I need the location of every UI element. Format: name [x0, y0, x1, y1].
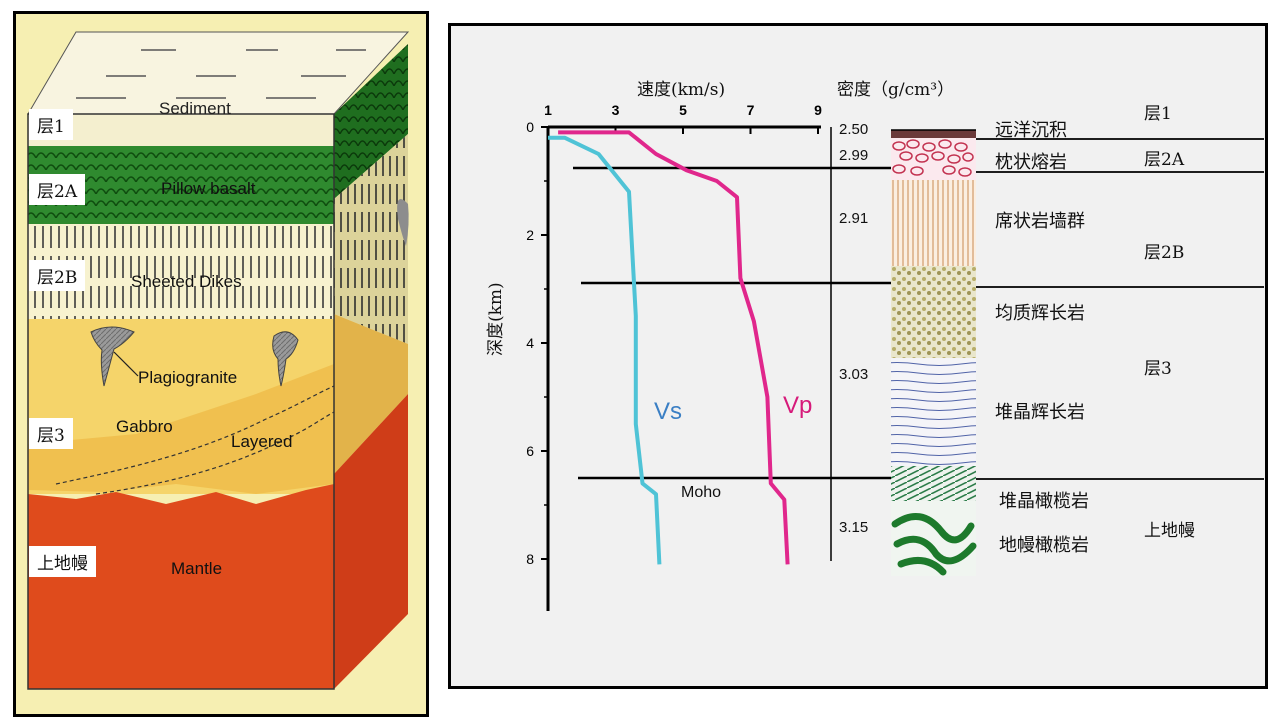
vp-label: Vp [783, 392, 813, 419]
y-tick-label: 0 [526, 119, 534, 135]
rock-layered-gabbro: 堆晶辉长岩 [995, 402, 1085, 423]
layered-line-1 [55, 385, 335, 485]
litho-layered-gabbro [891, 358, 976, 466]
litho-isotropic-gabbro [891, 266, 976, 358]
sediment-label: Sediment [159, 99, 231, 118]
front-outline [27, 113, 335, 690]
moho-label: Moho [681, 484, 722, 501]
sheeted-dikes-label: Sheeted Dikes [131, 272, 242, 291]
litho-sheeted-dikes [891, 180, 976, 280]
layer-name-1: 层1 [1144, 104, 1172, 124]
layer-name-mantle: 上地幔 [1144, 521, 1195, 541]
litho-pelagic-sediment [891, 130, 976, 138]
side-mantle [334, 394, 408, 689]
plagiogranite-blob-1 [90, 326, 135, 387]
density-value-4: 3.03 [839, 366, 869, 383]
velocity-profile: 1 3 5 7 9 0 2 4 6 8 [526, 102, 1264, 611]
layer-tag-1: 层1 [29, 109, 73, 140]
rock-sheeted-dikes: 席状岩墙群 [995, 211, 1085, 232]
plagiogranite-blob-2 [272, 331, 299, 387]
vs-curve [548, 135, 662, 565]
y-tick-label: 8 [526, 551, 534, 567]
layered-label: Layered [231, 432, 293, 451]
x-tick-label: 5 [679, 102, 687, 118]
density-value-5: 3.15 [839, 519, 869, 536]
block-diagram [27, 31, 410, 690]
x-tick-label: 9 [814, 102, 822, 118]
x-tick-label: 1 [544, 102, 552, 118]
mantle-label: Mantle [171, 559, 223, 578]
y-tick-label: 2 [526, 227, 534, 243]
velocity-profile-panel: 1 3 5 7 9 0 2 4 6 8 [448, 23, 1268, 689]
y-tick-label: 4 [526, 335, 534, 351]
block-diagram-panel: Sediment Pillow basalt Sheeted Dikes Pla… [13, 11, 429, 717]
front-mantle [28, 484, 334, 689]
density-axis-title: 密度（g/cm³） [837, 80, 955, 100]
side-face [334, 44, 409, 689]
velocity-axis-title: 速度(km/s) [637, 80, 726, 100]
litho-pillows [892, 139, 974, 177]
front-face [27, 113, 335, 690]
litho-mantle-peridotite [891, 513, 977, 576]
layer-name-2a: 层2A [1144, 150, 1185, 170]
layered-gabbro [28, 364, 334, 494]
front-sediment [28, 114, 334, 146]
side-gabbro [334, 314, 408, 474]
plagiogranite-label: Plagiogranite [138, 368, 238, 387]
side-pillow [334, 44, 408, 199]
depth-ticks: 0 2 4 6 8 [526, 119, 548, 567]
velocity-ticks: 1 3 5 7 9 [544, 102, 822, 134]
layer-tag-mantle: 上地幔 [29, 546, 96, 577]
layered-line-2 [95, 411, 335, 495]
density-value-2: 2.99 [839, 147, 869, 164]
plagiogranite-pointer [113, 351, 139, 377]
sediment-dashes [76, 49, 366, 99]
rock-pelagic-sediment: 远洋沉积 [995, 120, 1067, 141]
rock-cumulate-peridotite: 堆晶橄榄岩 [999, 491, 1089, 512]
depth-axis-title: 深度(km) [486, 282, 506, 356]
side-dikes [334, 134, 408, 344]
x-tick-label: 7 [747, 102, 755, 118]
rock-mantle-peridotite: 地幔橄榄岩 [999, 535, 1089, 556]
gabbro-label: Gabbro [116, 417, 173, 436]
vs-label: Vs [654, 398, 683, 425]
layer-tag-2a: 层2A [29, 174, 86, 205]
y-tick-label: 6 [526, 443, 534, 459]
layer-name-3: 层3 [1144, 359, 1172, 379]
rock-isotropic-gabbro: 均质辉长岩 [995, 303, 1085, 324]
density-value-1: 2.50 [839, 121, 869, 138]
rock-pillow-lava: 枕状熔岩 [995, 152, 1067, 173]
vp-curve [558, 130, 790, 565]
x-tick-label: 3 [612, 102, 620, 118]
layer-name-2b: 层2B [1144, 243, 1185, 263]
layer-tag-3: 层3 [29, 418, 73, 449]
litho-cumulate-peridotite [891, 466, 976, 501]
layer-tag-2b: 层2B [29, 260, 86, 291]
lithology-column [891, 129, 977, 576]
density-value-3: 2.91 [839, 210, 869, 227]
side-intrusion [397, 199, 409, 246]
pillow-basalt-label: Pillow basalt [161, 179, 256, 198]
